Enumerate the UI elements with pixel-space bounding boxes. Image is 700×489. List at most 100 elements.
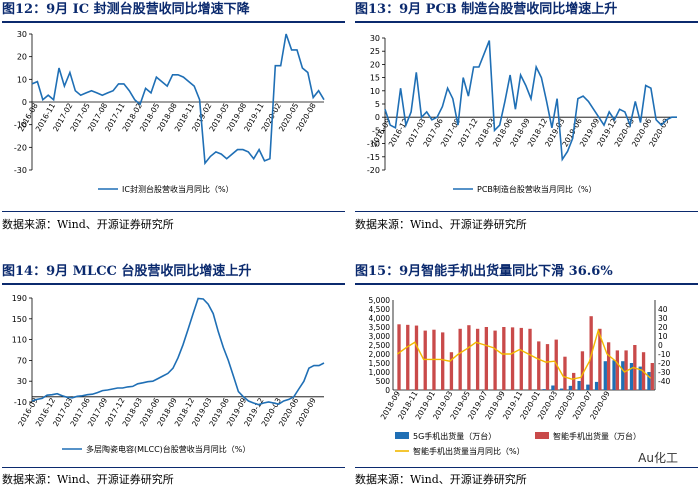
y2-tick-label: 30 (658, 314, 668, 323)
bar-smartphone (615, 350, 620, 390)
figure-title: 图12：9月 IC 封测台股营收同比增速下降 (2, 2, 250, 17)
y-tick-label: 30 (17, 377, 27, 386)
y-tick-label: 4,000 (369, 314, 391, 323)
y-tick-label: 1,500 (369, 359, 391, 368)
y-tick-label: 150 (12, 315, 27, 324)
chart-panel-smartphone: 图15：9月智能手机出货量同比下滑 36.6% 0 500 1,000 1,500 2,… (355, 262, 700, 489)
bar-smartphone (519, 327, 523, 390)
bar-5g (542, 389, 546, 390)
y-tick-label: 20 (370, 60, 380, 69)
bottom-rule (2, 211, 345, 212)
bar-smartphone (502, 327, 506, 390)
bar-smartphone (458, 328, 462, 390)
y-tick-label: 500 (376, 377, 391, 386)
bar-smartphone (475, 328, 480, 390)
y-tick-label: 5,000 (369, 296, 391, 305)
y-tick-label: -15 (367, 153, 380, 162)
y2-tick-label: 40 (658, 305, 668, 314)
source-note: 数据来源：Wind、开源证券研究所 (2, 218, 174, 231)
bar-smartphone (580, 351, 585, 390)
line-chart-ic: -30-20-1001020302016-082016-112017-02201… (14, 30, 325, 194)
series-line (384, 40, 677, 162)
y-tick-label: 2,000 (369, 350, 391, 359)
y2-tick-label: -40 (658, 377, 670, 386)
legend-label: IC封测台股营收当月同比（%） (122, 184, 234, 194)
y2-tick-label: 0 (658, 341, 663, 350)
legend-label: 智能手机出货量（万台） (553, 431, 641, 441)
bottom-rule (2, 467, 345, 468)
y-tick-label: -30 (14, 166, 27, 175)
bar-5g (612, 360, 616, 390)
bar-5g (629, 363, 634, 390)
y-tick-label: 25 (370, 47, 380, 56)
title-rule (355, 21, 698, 23)
figure-title: 图15：9月智能手机出货量同比下滑 36.6% (355, 264, 613, 279)
y-tick-label: 0 (385, 386, 390, 395)
bar-5g (603, 361, 607, 390)
title-rule (2, 283, 345, 285)
bar-smartphone (423, 330, 427, 390)
y-tick-label: -20 (14, 143, 27, 152)
y-tick-label: 0 (22, 98, 27, 107)
y-tick-label: 30 (370, 34, 380, 43)
bar-smartphone (449, 352, 454, 390)
y2-tick-label: 10 (658, 332, 668, 341)
bar-smartphone (397, 324, 401, 390)
y2-tick-label: -30 (658, 368, 670, 377)
series-line (31, 297, 325, 406)
line-chart-mlcc: -1030701101501902016-092016-122017-03201… (12, 294, 325, 454)
y-tick-label: -20 (367, 166, 380, 175)
bar-5g (577, 381, 581, 390)
title-rule (2, 21, 345, 23)
bar-5g (586, 384, 590, 390)
bottom-rule (355, 467, 698, 468)
bar-5g (559, 388, 564, 390)
bar-5g (568, 385, 573, 390)
y-tick-label: -10 (14, 398, 27, 407)
bar-smartphone (545, 344, 550, 390)
y2-tick-label: 20 (658, 323, 668, 332)
bar-smartphone (606, 342, 611, 390)
series-line-yoy (396, 328, 652, 380)
line-chart-pcb: -20-15-10-50510152025302016-092016-12201… (367, 34, 677, 194)
bar-smartphone (537, 341, 541, 390)
legend-swatch (535, 432, 549, 439)
y-tick-label: 3,500 (369, 323, 391, 332)
bar-smartphone (572, 372, 576, 390)
legend-label: 多层陶瓷电容(MLCC)台股营收当月同比（%） (86, 444, 250, 454)
bar-5g (638, 366, 642, 390)
chart-panel-pcb: 图13：9月 PCB 制造台股营收同比增速上升 -20 -15 -10 -5 0 5 10 1… (355, 0, 700, 238)
legend-swatch (395, 432, 409, 439)
bar-smartphone (598, 328, 602, 390)
bar-smartphone (484, 327, 489, 390)
y-tick-label: -10 (367, 140, 380, 149)
bar-smartphone (650, 363, 654, 390)
bar-5g (551, 385, 555, 390)
y-tick-label: 190 (12, 294, 27, 303)
source-note: 数据来源：Wind、开源证券研究所 (355, 473, 527, 486)
legend-label: 5G手机出货量（万台） (413, 431, 496, 441)
y2-tick-label: -20 (658, 359, 670, 368)
y-tick-label: 2,500 (369, 341, 391, 350)
bar-smartphone (414, 325, 419, 390)
bar-smartphone (563, 356, 567, 390)
bar-line-chart-smartphone: 05001,0001,5002,0002,5003,0003,5004,0004… (369, 296, 671, 456)
bar-smartphone (441, 332, 445, 390)
bar-5g (594, 381, 599, 390)
legend-label: 智能手机出货量当月同比（%） (413, 446, 525, 456)
y-tick-label: 20 (17, 53, 27, 62)
y-tick-label: 4,500 (369, 305, 391, 314)
bar-5g (647, 372, 651, 390)
chart-panel-ic: 图12：9月 IC 封测台股营收同比增速下降 -30 -20 -10 0 10 20 30 2… (2, 0, 347, 238)
figure-title: 图14：9月 MLCC 台股营收同比增速上升 (2, 264, 252, 279)
bar-smartphone (510, 327, 515, 390)
y-tick-label: 3,000 (369, 332, 391, 341)
watermark-logo: Au化工 (634, 448, 682, 467)
y2-tick-label: -10 (658, 350, 670, 359)
bar-smartphone (528, 328, 532, 390)
y-tick-label: 110 (12, 336, 27, 345)
bar-smartphone (406, 324, 410, 390)
y-tick-label: -10 (14, 121, 27, 130)
source-note: 数据来源：Wind、开源证券研究所 (2, 473, 174, 486)
chart-panel-mlcc: 图14：9月 MLCC 台股营收同比增速上升 -10 30 70 110 150 190 2… (2, 262, 347, 489)
